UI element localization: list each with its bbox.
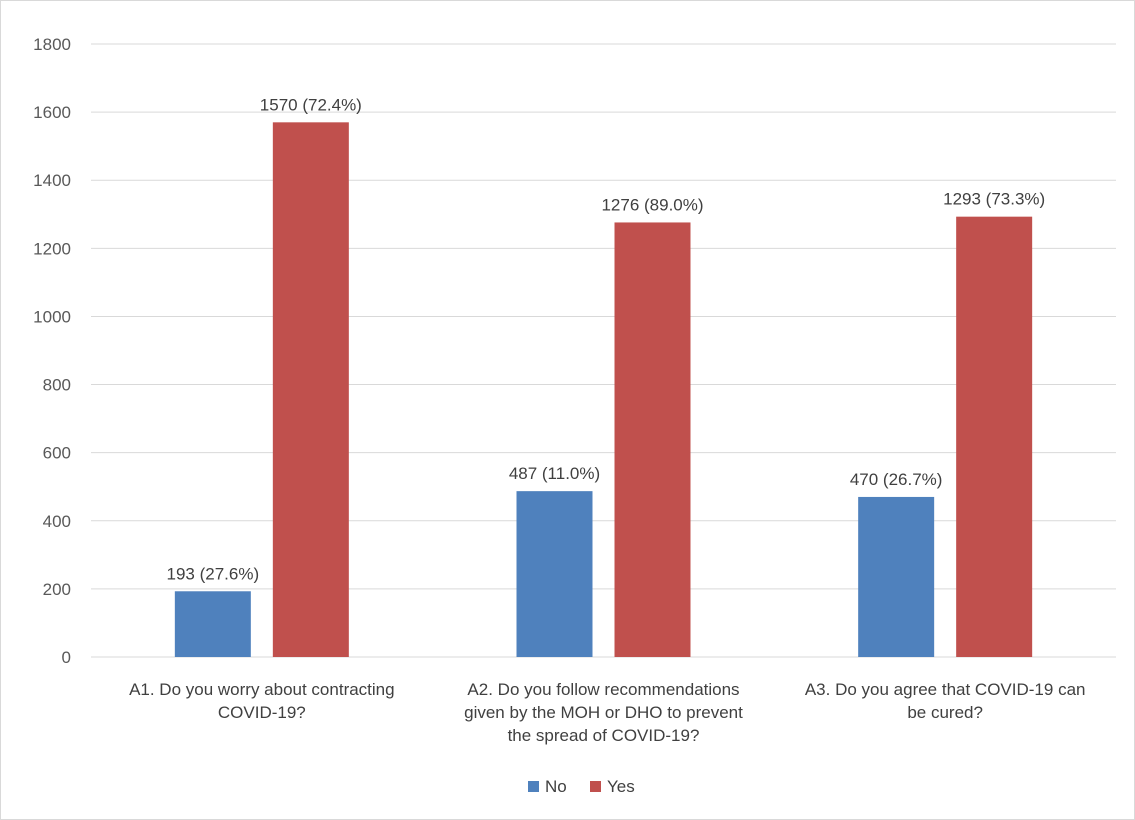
y-tick-label-400: 400 <box>43 512 71 531</box>
bar-yes-2 <box>614 222 691 657</box>
y-tick-label-1600: 1600 <box>33 103 71 122</box>
x-axis-category-labels: A1. Do you worry about contracting COVID-… <box>129 680 1085 745</box>
legend-swatch-no <box>528 781 539 792</box>
y-tick-label-200: 200 <box>43 580 71 599</box>
data-label-no-3: 470 (26.7%) <box>850 470 943 489</box>
y-tick-label-800: 800 <box>43 376 71 395</box>
legend-swatch-yes <box>590 781 601 792</box>
legend-label-no: No <box>545 777 567 796</box>
y-axis-ticks: 0 200 400 600 800 1000 1200 1400 1600 1800 <box>33 35 71 667</box>
x-category-label-1: A1. Do you worry about contracting COVID-… <box>129 680 395 722</box>
bar-yes-3 <box>956 216 1033 657</box>
gridlines <box>91 43 1116 658</box>
data-label-yes-2: 1276 (89.0%) <box>601 195 703 214</box>
x-category-label-3: A3. Do you agree that COVID-19 can be cur… <box>805 680 1086 722</box>
x-category-label-2: A2. Do you follow recommendations given b… <box>464 680 743 745</box>
bar-yes-1 <box>272 122 349 658</box>
legend: No Yes <box>528 777 635 796</box>
y-tick-label-1200: 1200 <box>33 239 71 258</box>
data-labels: 193 (27.6%) 1570 (72.4%) 487 (11.0%) 1276 (… <box>167 95 1046 583</box>
y-tick-label-1400: 1400 <box>33 171 71 190</box>
data-label-no-2: 487 (11.0%) <box>509 464 600 483</box>
y-tick-label-600: 600 <box>43 444 71 463</box>
bar-no-2 <box>516 491 593 657</box>
y-tick-label-0: 0 <box>62 648 71 667</box>
data-label-no-1: 193 (27.6%) <box>167 564 260 583</box>
legend-label-yes: Yes <box>607 777 635 796</box>
data-label-yes-1: 1570 (72.4%) <box>260 95 362 114</box>
bars <box>174 122 1033 658</box>
data-label-yes-3: 1293 (73.3%) <box>943 190 1045 209</box>
bar-no-3 <box>858 496 935 657</box>
y-tick-label-1000: 1000 <box>33 307 71 326</box>
bar-no-1 <box>174 591 251 657</box>
y-tick-label-1800: 1800 <box>33 35 71 54</box>
